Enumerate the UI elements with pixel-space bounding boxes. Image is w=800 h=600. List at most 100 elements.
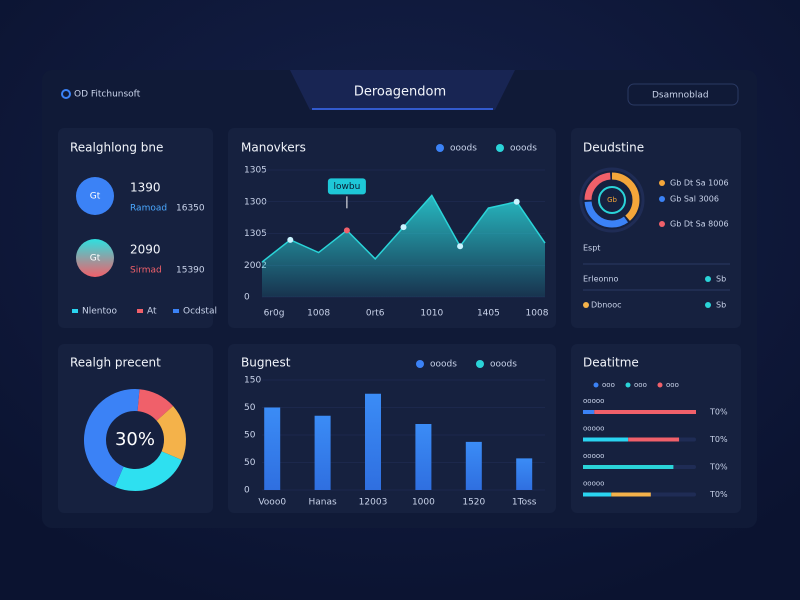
legend-label: ooods <box>510 144 537 154</box>
bar <box>415 424 432 490</box>
point <box>513 198 520 205</box>
legend-dot <box>657 382 663 388</box>
x-tick-label: Hanas <box>308 498 337 508</box>
area <box>262 195 545 297</box>
legend-label: Ocdstal <box>183 307 217 317</box>
tooltip-label: lowbu <box>334 182 361 192</box>
legend-dot <box>436 144 444 152</box>
legend-dot <box>625 382 631 388</box>
progress-segment <box>611 492 651 497</box>
row-label: Dbnooc <box>591 301 622 310</box>
bar <box>465 441 482 490</box>
legend-label: ooods <box>430 360 457 370</box>
x-tick-label: Vooo0 <box>258 498 286 508</box>
x-tick-label: 1520 <box>462 498 485 508</box>
progress-segment <box>583 492 612 497</box>
y-tick-label: 50 <box>244 431 256 441</box>
panel-title: Bugnest <box>241 356 291 370</box>
panel-title: Deudstine <box>583 141 644 155</box>
donut-center-label: 30% <box>115 429 155 450</box>
legend-dot <box>593 382 599 388</box>
row-label: ooooo <box>583 480 604 488</box>
header-tab <box>290 70 515 110</box>
legend-dot <box>659 221 665 227</box>
y-tick-label: 1305 <box>244 166 267 176</box>
panel <box>571 344 741 513</box>
donut-segment <box>84 389 186 491</box>
panel-title: Realgh precent <box>70 356 161 370</box>
stat-icon <box>76 177 114 215</box>
legend-dot <box>476 360 484 368</box>
legend-label: ooods <box>490 360 517 370</box>
panel-title: Realghlong bne <box>70 141 163 155</box>
row-label: ooooo <box>583 425 604 433</box>
bar <box>365 393 381 490</box>
legend-label: ooo <box>666 381 679 389</box>
header-left: OD Fitchunsoft <box>74 90 141 100</box>
header-title: Deroagendom <box>354 85 446 100</box>
progress-segment <box>583 465 674 469</box>
stat-extra: 16350 <box>176 204 205 214</box>
y-tick-label: 0 <box>244 293 250 303</box>
stat-value: 2090 <box>130 243 161 257</box>
y-tick-label: 1300 <box>244 197 267 207</box>
bar <box>516 458 533 490</box>
row-label: ooooo <box>583 452 604 460</box>
donut-segment <box>84 389 186 491</box>
row-value: T0% <box>709 463 728 472</box>
y-tick-label: 1305 <box>244 229 267 239</box>
legend-dot <box>496 144 504 152</box>
donut-segment <box>84 389 186 491</box>
panel-title: Deatitme <box>583 356 639 370</box>
progress-segment <box>628 437 680 442</box>
bar <box>264 407 281 490</box>
stat-extra: 15390 <box>176 266 205 276</box>
logo <box>61 89 71 99</box>
row-dot <box>705 302 711 308</box>
legend-label: Nlentoo <box>82 307 118 317</box>
tooltip-box <box>327 178 366 195</box>
legend-label: Gb Dt Sa 1006 <box>670 179 729 188</box>
x-tick-label: 1008 <box>307 309 330 319</box>
stat-icon-label: Gt <box>90 192 101 202</box>
legend-dot <box>659 196 665 202</box>
legend-dot <box>416 360 424 368</box>
x-tick-label: 1Toss <box>512 498 537 508</box>
stat-label: Sirmad <box>130 266 162 276</box>
legend-dot <box>659 180 665 186</box>
search-box[interactable] <box>627 83 739 106</box>
bar <box>314 415 331 490</box>
point <box>343 227 350 234</box>
y-tick-label: 0 <box>244 486 250 496</box>
ring-center-label: Gb <box>607 196 617 204</box>
search-label[interactable]: Dsamnoblad <box>652 91 709 101</box>
x-tick-label: 6r0g <box>264 309 285 319</box>
y-tick-label: 50 <box>244 403 256 413</box>
panel-title: Manovkers <box>241 141 306 155</box>
progress-segment <box>583 437 629 442</box>
ring-segment <box>584 172 640 228</box>
x-tick-label: 1010 <box>420 309 443 319</box>
row-value: T0% <box>709 435 728 444</box>
stat-label: Ramoad <box>130 204 167 214</box>
x-tick-label: 1008 <box>526 309 549 319</box>
legend-swatch <box>173 309 179 313</box>
legend-label: ooo <box>602 381 615 389</box>
legend-swatch <box>137 309 143 313</box>
legend-label: ooo <box>634 381 647 389</box>
progress-segment <box>594 410 696 414</box>
stat-value: 1390 <box>130 181 161 195</box>
legend-label: At <box>147 307 157 317</box>
x-tick-label: 1405 <box>477 309 500 319</box>
y-tick-label: 2002 <box>244 261 267 271</box>
row-dot <box>705 276 711 282</box>
ring-subtitle: Espt <box>583 244 600 253</box>
row-label: ooooo <box>583 397 604 405</box>
ring-track <box>579 167 645 233</box>
point <box>287 236 294 243</box>
x-tick-label: 12003 <box>359 498 388 508</box>
progress-segment <box>583 410 595 414</box>
panel <box>58 128 213 328</box>
row-value: T0% <box>709 490 728 499</box>
